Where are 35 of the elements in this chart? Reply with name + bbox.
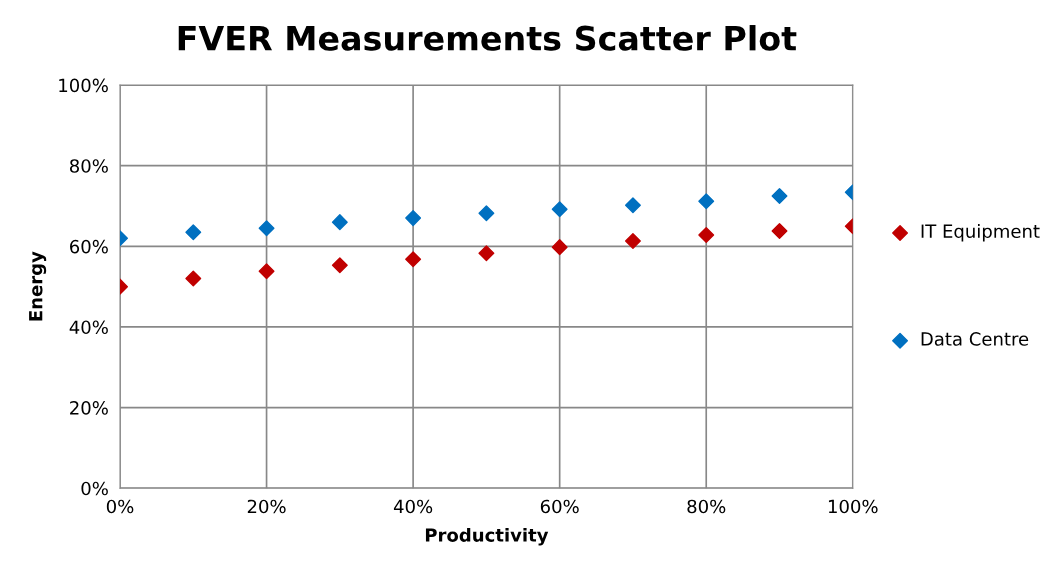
point — [258, 220, 275, 237]
point — [551, 201, 568, 218]
point — [258, 263, 275, 280]
point — [478, 205, 495, 222]
y-tick-label: 100% — [59, 78, 108, 93]
y-tick-label: 60% — [70, 239, 108, 254]
point — [331, 214, 348, 231]
point — [771, 223, 788, 239]
point — [698, 227, 715, 244]
point — [551, 239, 568, 256]
legend-label: Data Centre — [921, 332, 1029, 346]
x-tick-label: 60% — [540, 499, 579, 514]
point — [405, 210, 422, 227]
x-tick-label: 80% — [687, 499, 726, 514]
y-tick-label: 20% — [70, 401, 108, 415]
point — [185, 270, 202, 287]
x-tick-label: 40% — [393, 499, 433, 514]
y-tick-label: 0% — [81, 481, 108, 496]
x-tick-label: 20% — [247, 499, 286, 514]
x-tick-label: 100% — [828, 499, 878, 514]
x-axis-title: Productivity — [425, 527, 549, 546]
point — [405, 251, 422, 268]
point — [624, 233, 641, 250]
y-axis-title: Energy — [29, 251, 47, 321]
point — [331, 257, 348, 274]
y-tick-label: 80% — [69, 159, 108, 173]
point — [624, 197, 641, 214]
point — [771, 187, 788, 204]
point — [478, 245, 495, 262]
point — [185, 224, 202, 241]
chart-title: FVER Measurements Scatter Plot — [178, 25, 797, 51]
legend-label: IT Equipment — [921, 224, 1040, 242]
y-tick-label: 40% — [69, 320, 108, 335]
point — [698, 193, 715, 210]
x-tick-label: 0% — [106, 499, 134, 514]
